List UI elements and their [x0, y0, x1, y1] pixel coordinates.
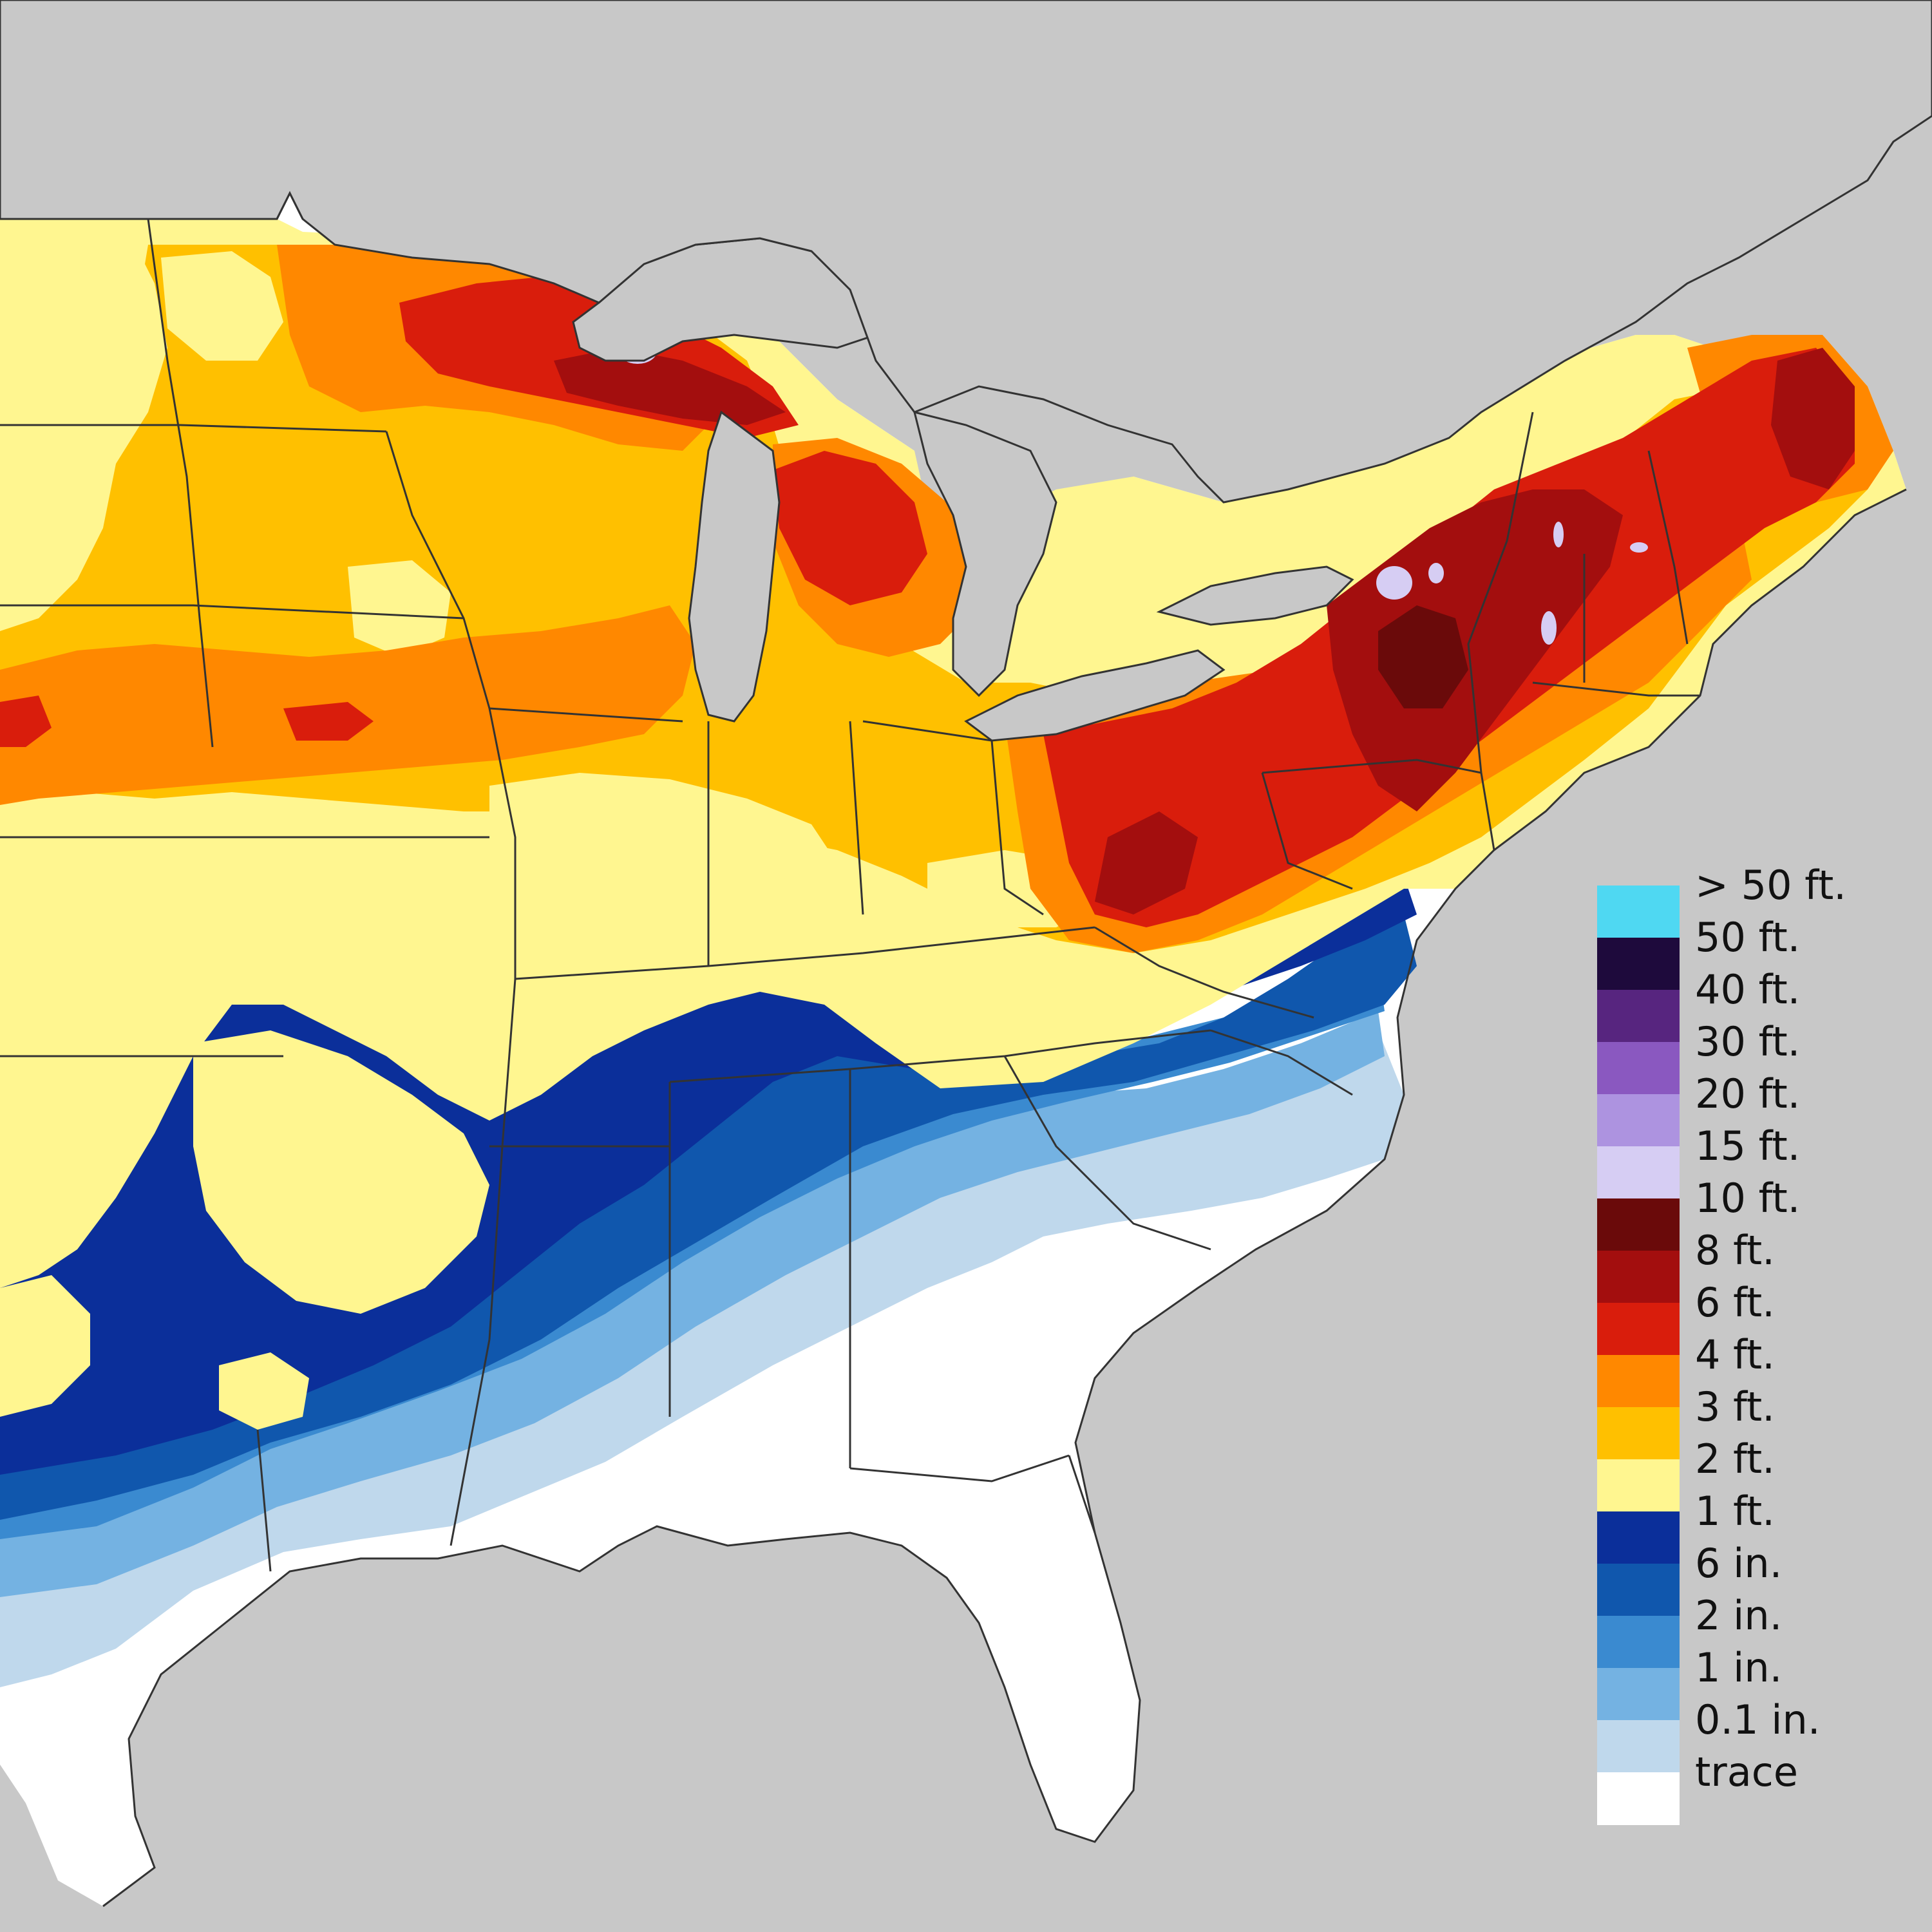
legend-label: 6 ft. [1695, 1279, 1775, 1326]
legend-swatch [1597, 1407, 1680, 1460]
legend-entry: 8 ft. [1597, 1227, 1900, 1303]
legend-label: 10 ft. [1695, 1175, 1801, 1222]
legend-label: 6 in. [1695, 1540, 1783, 1587]
legend-entry: 50 ft. [1597, 914, 1900, 990]
legend-entry: 3 ft. [1597, 1383, 1900, 1460]
legend-entry: 6 in. [1597, 1540, 1900, 1616]
legend-entry: 4 ft. [1597, 1331, 1900, 1408]
snow-spot-15ft-adirondack [1428, 563, 1444, 583]
snow-patch-yellow-ohio-valley [489, 773, 837, 882]
legend-swatch [1597, 1042, 1680, 1095]
legend-label: 1 in. [1695, 1644, 1783, 1691]
lake-ontario [1156, 565, 1354, 626]
legend-label: 0.1 in. [1695, 1696, 1821, 1743]
snow-patch-yellow-southwest [0, 1275, 90, 1417]
legend-entry: 0.1 in. [1597, 1696, 1900, 1773]
legend: > 50 ft. 50 ft. 40 ft. 30 ft. 20 ft. 15 … [1597, 862, 1900, 1826]
legend-swatch [1597, 1198, 1680, 1251]
legend-swatch [1597, 1146, 1680, 1199]
snow-spot-15ft-green-mtn [1553, 522, 1564, 547]
snow-band-6ft-michigan [773, 451, 927, 605]
snow-band-0-1in [0, 1030, 1404, 1687]
legend-label: 8 ft. [1695, 1227, 1775, 1274]
legend-label: 30 ft. [1695, 1018, 1801, 1065]
legend-entry: 1 in. [1597, 1644, 1900, 1721]
legend-swatch [1597, 1251, 1680, 1303]
lake-erie [964, 649, 1226, 742]
snow-band-1in [0, 1011, 1385, 1597]
legend-swatch [1597, 1355, 1680, 1408]
snow-band-10ft [1378, 605, 1468, 708]
snow-spot-15ft-white-mtn [1630, 542, 1648, 553]
legend-entry: > 50 ft. [1597, 862, 1900, 938]
canada-land [0, 0, 1932, 504]
legend-entry: trace [1597, 1748, 1900, 1825]
legend-label: 2 in. [1695, 1592, 1783, 1639]
state-boundaries [0, 191, 1700, 1572]
snow-band-6ft-west [0, 696, 52, 747]
snow-band-8ft-superior [554, 348, 786, 425]
snow-band-8ft-maine [1771, 348, 1855, 489]
lake-huron [913, 410, 1057, 697]
legend-label: 15 ft. [1695, 1122, 1801, 1170]
legend-entry: 1 ft. [1597, 1488, 1900, 1564]
legend-swatch [1597, 1303, 1680, 1356]
lake-michigan [688, 410, 781, 723]
legend-label: 2 ft. [1695, 1435, 1775, 1482]
legend-entry: 2 in. [1597, 1592, 1900, 1669]
legend-entry: 2 ft. [1597, 1435, 1900, 1512]
snow-band-8ft-appalachia [1095, 811, 1198, 914]
legend-swatch [1597, 1459, 1680, 1512]
legend-swatch [1597, 1668, 1680, 1721]
legend-label: 40 ft. [1695, 966, 1801, 1013]
legend-entry: 30 ft. [1597, 1018, 1900, 1095]
snow-patch-yellow-south [219, 1352, 309, 1430]
snow-patch-yellow-dakota [161, 251, 283, 361]
legend-entry: 6 ft. [1597, 1279, 1900, 1356]
legend-label: 4 ft. [1695, 1331, 1775, 1378]
legend-swatch [1597, 1720, 1680, 1773]
snow-spot-15ft-vermont [1541, 611, 1557, 645]
legend-swatch [1597, 886, 1680, 938]
legend-entry: 20 ft. [1597, 1070, 1900, 1147]
legend-swatch [1597, 1094, 1680, 1147]
legend-entry: 40 ft. [1597, 966, 1900, 1043]
legend-label: 3 ft. [1695, 1383, 1775, 1430]
legend-label: 20 ft. [1695, 1070, 1801, 1117]
legend-label: 50 ft. [1695, 914, 1801, 961]
snow-patch-yellow-iowa [348, 560, 451, 657]
legend-label: > 50 ft. [1695, 862, 1847, 909]
snow-band-6ft-iowa [283, 702, 374, 741]
legend-entry: 15 ft. [1597, 1122, 1900, 1199]
legend-entry: 10 ft. [1597, 1175, 1900, 1251]
legend-swatch [1597, 1511, 1680, 1564]
legend-swatch [1597, 1772, 1680, 1825]
legend-label: 1 ft. [1695, 1488, 1775, 1535]
coastline [102, 488, 1907, 1908]
snow-spot-15ft-tug-hill [1376, 566, 1412, 600]
legend-swatch [1597, 1616, 1680, 1669]
legend-swatch [1597, 938, 1680, 990]
legend-swatch [1597, 1564, 1680, 1616]
snow-patch-yellow-west [193, 1030, 489, 1314]
legend-swatch [1597, 990, 1680, 1043]
legend-label: trace [1695, 1748, 1799, 1795]
